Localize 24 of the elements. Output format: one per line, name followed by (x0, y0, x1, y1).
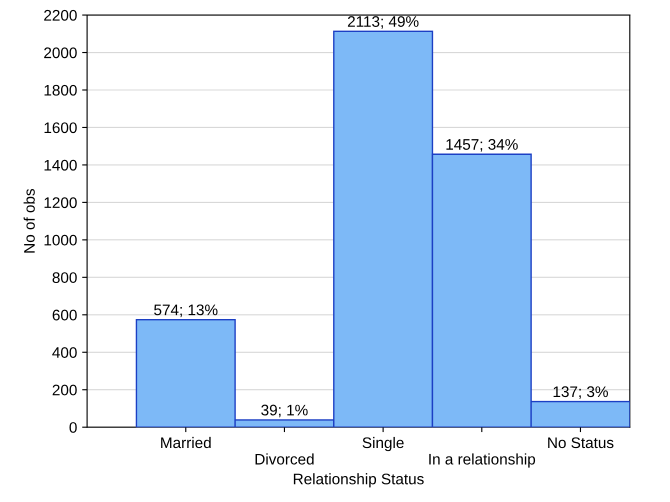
y-tick-label: 200 (52, 384, 77, 396)
data-label: 574; 13% (154, 304, 218, 318)
y-tick-label: 2000 (44, 47, 77, 58)
y-tick-label: 1600 (44, 122, 77, 134)
data-label: 137; 3% (554, 386, 608, 399)
data-label: 1457; 34% (446, 139, 518, 152)
x-tick-label: In a relationship (429, 453, 536, 468)
y-tick-label: 0 (69, 422, 77, 433)
x-tick-label: Single (362, 436, 404, 452)
y-tick-label: 800 (52, 272, 77, 284)
x-axis-title: Relationship Status (294, 473, 424, 488)
y-tick-label: 2200 (44, 10, 77, 21)
x-tick-label: Married (161, 436, 211, 448)
data-label: 2113; 49% (348, 16, 419, 29)
y-tick-label: 1400 (44, 160, 77, 171)
data-label: 39; 1% (261, 404, 308, 418)
x-tick-label: Divorced (256, 453, 314, 465)
y-tick-label: 1800 (44, 84, 77, 96)
y-tick-label: 400 (52, 347, 77, 358)
y-tick-label: 1200 (44, 197, 77, 208)
y-tick-label: 600 (52, 310, 77, 320)
y-axis-title: No of obs (24, 188, 35, 253)
y-tick-label: 1000 (44, 234, 77, 246)
x-tick-label: No Status (548, 437, 614, 448)
